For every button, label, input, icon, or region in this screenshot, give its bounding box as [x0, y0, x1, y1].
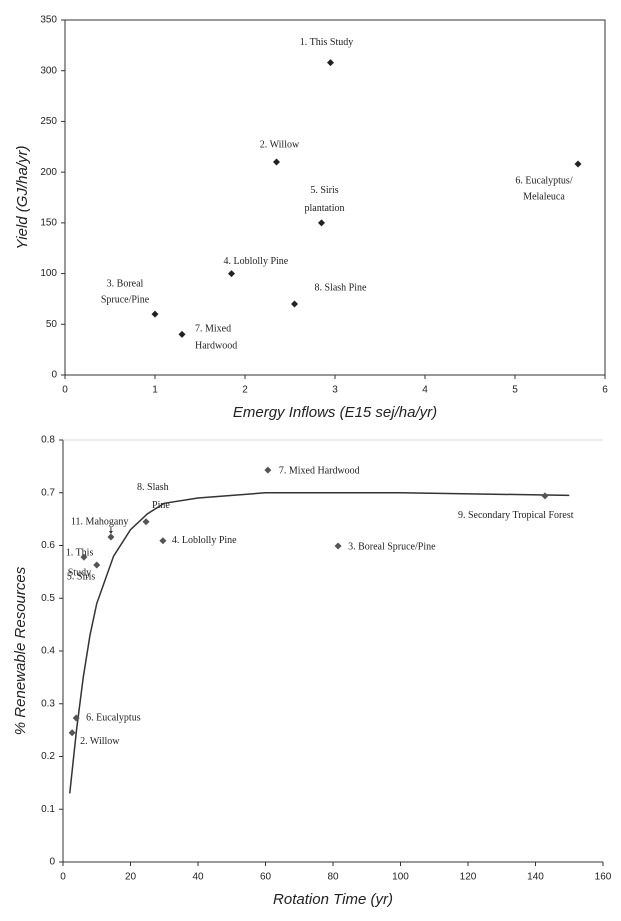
- point-label: 4. Loblolly Pine: [172, 535, 237, 546]
- point: [273, 158, 280, 166]
- point-label: Spruce/Pine: [101, 294, 150, 305]
- point: [72, 714, 80, 722]
- y-tick-label: 200: [40, 167, 57, 178]
- point-label: Pine: [152, 500, 170, 511]
- y-tick-label: 350: [40, 15, 57, 26]
- point-label: 11. Mahogany: [71, 516, 128, 527]
- point-label: 6. Eucalyptus/: [515, 175, 572, 186]
- x-axis-title: Emergy Inflows (E15 sej/ha/yr): [233, 404, 437, 421]
- y-tick-label: 250: [40, 116, 57, 127]
- point-label: 2. Willow: [80, 736, 120, 747]
- point: [68, 729, 76, 737]
- point-label: 7. Mixed: [195, 324, 231, 335]
- point: [318, 219, 325, 227]
- y-tick-label: 0.1: [41, 804, 55, 815]
- x-tick-label: 20: [125, 872, 137, 883]
- point-label: 8. Slash: [137, 482, 169, 493]
- point: [159, 537, 167, 545]
- y-tick-label: 0.7: [41, 487, 55, 498]
- point: [541, 492, 549, 500]
- y-tick-label: 300: [40, 65, 57, 76]
- point-label: 6. Eucalyptus: [86, 712, 141, 723]
- x-tick-label: 140: [527, 872, 544, 883]
- x-tick-label: 0: [60, 872, 66, 883]
- x-tick-label: 4: [422, 385, 428, 396]
- point: [80, 553, 88, 561]
- point-label: 9. Secondary Tropical Forest: [458, 510, 574, 521]
- x-tick-label: 5: [512, 385, 518, 396]
- x-tick-label: 6: [602, 385, 608, 396]
- x-tick-label: 100: [392, 872, 409, 883]
- y-tick-label: 0.5: [41, 593, 55, 604]
- y-tick-label: 0: [49, 857, 55, 868]
- x-tick-label: 120: [460, 872, 477, 883]
- point: [264, 466, 272, 474]
- point: [151, 310, 159, 318]
- point-label: 5. Siris: [310, 185, 338, 196]
- y-axis-title: % Renewable Resources: [12, 566, 29, 735]
- point-label: 2. Willow: [260, 139, 300, 150]
- y-tick-label: 0.4: [41, 646, 55, 657]
- y-axis-title: Yield (GJ/ha/yr): [14, 146, 31, 250]
- point: [334, 542, 342, 550]
- point-label: 4. Loblolly Pine: [224, 256, 289, 267]
- point-label: Study: [68, 567, 91, 578]
- point-label: Hardwood: [195, 341, 237, 352]
- point-label: 1. This Study: [300, 37, 353, 48]
- y-tick-label: 0.8: [41, 435, 55, 446]
- x-tick-label: 160: [595, 872, 612, 883]
- point-label: plantation: [305, 203, 345, 214]
- point: [93, 561, 101, 569]
- x-tick-label: 60: [260, 872, 272, 883]
- point-label: 3. Boreal Spruce/Pine: [348, 541, 436, 552]
- y-tick-label: 0.6: [41, 540, 55, 551]
- y-tick-label: 0.3: [41, 698, 55, 709]
- point: [142, 518, 150, 526]
- point: [107, 533, 115, 541]
- point: [574, 160, 582, 168]
- x-tick-label: 80: [327, 872, 339, 883]
- y-tick-label: 100: [40, 268, 57, 279]
- y-tick-label: 50: [46, 319, 58, 330]
- x-tick-label: 40: [192, 872, 204, 883]
- y-tick-label: 0.2: [41, 751, 55, 762]
- point-label: 8. Slash Pine: [315, 282, 368, 293]
- fit-curve: [69, 492, 570, 794]
- y-tick-label: 150: [40, 217, 57, 228]
- x-tick-label: 2: [242, 385, 248, 396]
- point-label: 5. Siris: [67, 571, 95, 582]
- x-tick-label: 0: [62, 385, 68, 396]
- point-label: Melaleuca: [523, 191, 565, 202]
- point: [228, 270, 235, 278]
- label-arrowhead: [108, 531, 113, 535]
- x-tick-label: 3: [332, 385, 338, 396]
- point: [327, 59, 334, 67]
- point-label: 3. Boreal: [107, 278, 144, 289]
- point: [291, 300, 298, 308]
- point: [178, 330, 186, 338]
- point-label: 7. Mixed Hardwood: [279, 465, 360, 476]
- x-axis-title: Rotation Time (yr): [273, 891, 393, 908]
- point-label: 1. This: [66, 547, 94, 558]
- x-tick-label: 1: [152, 385, 158, 396]
- y-tick-label: 0: [51, 370, 57, 381]
